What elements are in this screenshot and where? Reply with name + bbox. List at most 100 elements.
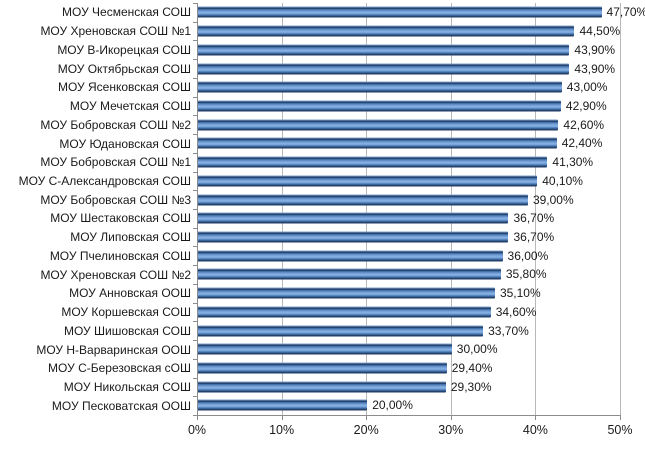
category-label: МОУ Бобровская СОШ №2 — [40, 117, 191, 132]
y-tick — [193, 377, 198, 379]
bar — [198, 250, 503, 262]
category-label: МОУ С-Александровская СОШ — [18, 173, 191, 188]
y-tick — [193, 340, 198, 342]
bar-row: 35,10% — [198, 284, 621, 303]
category-label: МОУ Песковатская ООШ — [51, 398, 191, 413]
category-label: МОУ Коршевская СОШ — [61, 305, 191, 320]
bar-row: 39,00% — [198, 190, 621, 209]
y-tick — [193, 246, 198, 248]
value-label: 43,00% — [566, 80, 608, 95]
y-tick — [193, 21, 198, 23]
bar — [198, 119, 559, 131]
value-label: 36,00% — [507, 248, 549, 263]
bar-row: 42,60% — [198, 115, 621, 134]
value-label: 39,00% — [532, 192, 574, 207]
bar — [198, 212, 509, 224]
category-label: МОУ Юдановская СОШ — [59, 136, 191, 151]
category-label: МОУ Липовская СОШ — [70, 230, 191, 245]
y-tick — [193, 134, 198, 136]
bar — [198, 63, 570, 75]
bar — [198, 25, 575, 37]
x-axis-label: 0% — [187, 423, 207, 437]
bar-row: 36,70% — [198, 209, 621, 228]
value-label: 42,60% — [563, 117, 605, 132]
bar-row: 20,00% — [198, 396, 621, 415]
bar — [198, 343, 452, 355]
bar — [198, 6, 602, 18]
gridline — [366, 3, 368, 415]
bar-row: 41,30% — [198, 153, 621, 172]
plot-area: 47,70% 44,50% 43,90% 43,90% 43,00% 42,90% 42,6… — [193, 3, 645, 416]
category-axis-labels: МОУ Чесменская СОШ МОУ Хреновская СОШ №1 М… — [0, 3, 191, 415]
category-label: МОУ Шишовская СОШ — [63, 323, 191, 338]
value-label: 35,10% — [499, 286, 541, 301]
y-tick — [193, 3, 198, 4]
y-tick — [193, 415, 198, 416]
y-tick — [193, 265, 198, 267]
value-label: 42,90% — [565, 98, 607, 113]
y-tick — [193, 77, 198, 79]
bar-row: 44,50% — [198, 22, 621, 41]
category-label: МОУ Ясенковская СОШ — [57, 80, 191, 95]
category-label: МОУ Хреновская СОШ №1 — [40, 24, 191, 39]
x-tick — [450, 415, 452, 420]
value-label: 44,50% — [579, 24, 621, 39]
y-tick — [193, 152, 198, 154]
x-axis-label: 30% — [438, 423, 464, 437]
category-label: МОУ Мечетская СОШ — [69, 99, 191, 114]
x-tick — [281, 415, 283, 420]
bar — [198, 362, 447, 374]
bar-row: 33,70% — [198, 321, 621, 340]
category-label: МОУ Анновская ООШ — [69, 286, 191, 301]
y-tick — [193, 171, 198, 173]
bar-row: 36,00% — [198, 246, 621, 265]
y-tick — [193, 396, 198, 398]
category-label: МОУ Чесменская СОШ — [62, 5, 191, 20]
y-tick — [193, 302, 198, 304]
category-label: МОУ Хреновская СОШ №2 — [40, 267, 191, 282]
bar — [198, 175, 538, 187]
value-label: 34,60% — [495, 304, 537, 319]
y-tick — [193, 283, 198, 285]
category-label: МОУ В-Икорецкая СОШ — [57, 42, 191, 57]
x-tick — [366, 415, 368, 420]
value-label: 30,00% — [456, 342, 498, 357]
bar — [198, 81, 562, 93]
category-label: МОУ Шестаковская СОШ — [50, 211, 191, 226]
bar — [198, 137, 557, 149]
bar — [198, 100, 561, 112]
value-label: 36,70% — [513, 211, 555, 226]
bar-row: 36,70% — [198, 228, 621, 247]
y-tick — [193, 96, 198, 98]
value-label: 36,70% — [513, 229, 555, 244]
value-label: 40,10% — [542, 173, 583, 188]
bar — [198, 156, 548, 168]
value-label: 35,80% — [505, 267, 547, 282]
bar-row: 42,40% — [198, 134, 621, 153]
value-label: 43,90% — [574, 61, 616, 76]
bar — [198, 306, 491, 318]
category-label: МОУ Бобровская СОШ №1 — [40, 155, 191, 170]
gridline — [535, 3, 537, 415]
bar-row: 43,90% — [198, 59, 621, 78]
y-tick — [193, 358, 198, 360]
x-tick — [197, 415, 198, 420]
bar-row: 29,40% — [198, 359, 621, 378]
bar — [198, 231, 509, 243]
bar — [198, 325, 484, 337]
bar — [198, 44, 570, 56]
category-label: МОУ Никольская СОШ — [63, 380, 191, 395]
value-label: 47,70% — [606, 5, 645, 20]
bar-row: 35,80% — [198, 265, 621, 284]
y-tick — [193, 321, 198, 323]
y-tick — [193, 40, 198, 42]
x-axis-label: 50% — [607, 423, 633, 437]
bar — [198, 399, 368, 411]
x-axis-label: 20% — [353, 423, 379, 437]
value-label: 42,40% — [561, 136, 603, 151]
category-label: МОУ Н-Варваринская ООШ — [36, 342, 191, 357]
bar — [198, 381, 446, 393]
y-tick — [193, 190, 198, 192]
x-axis-label: 10% — [269, 423, 295, 437]
